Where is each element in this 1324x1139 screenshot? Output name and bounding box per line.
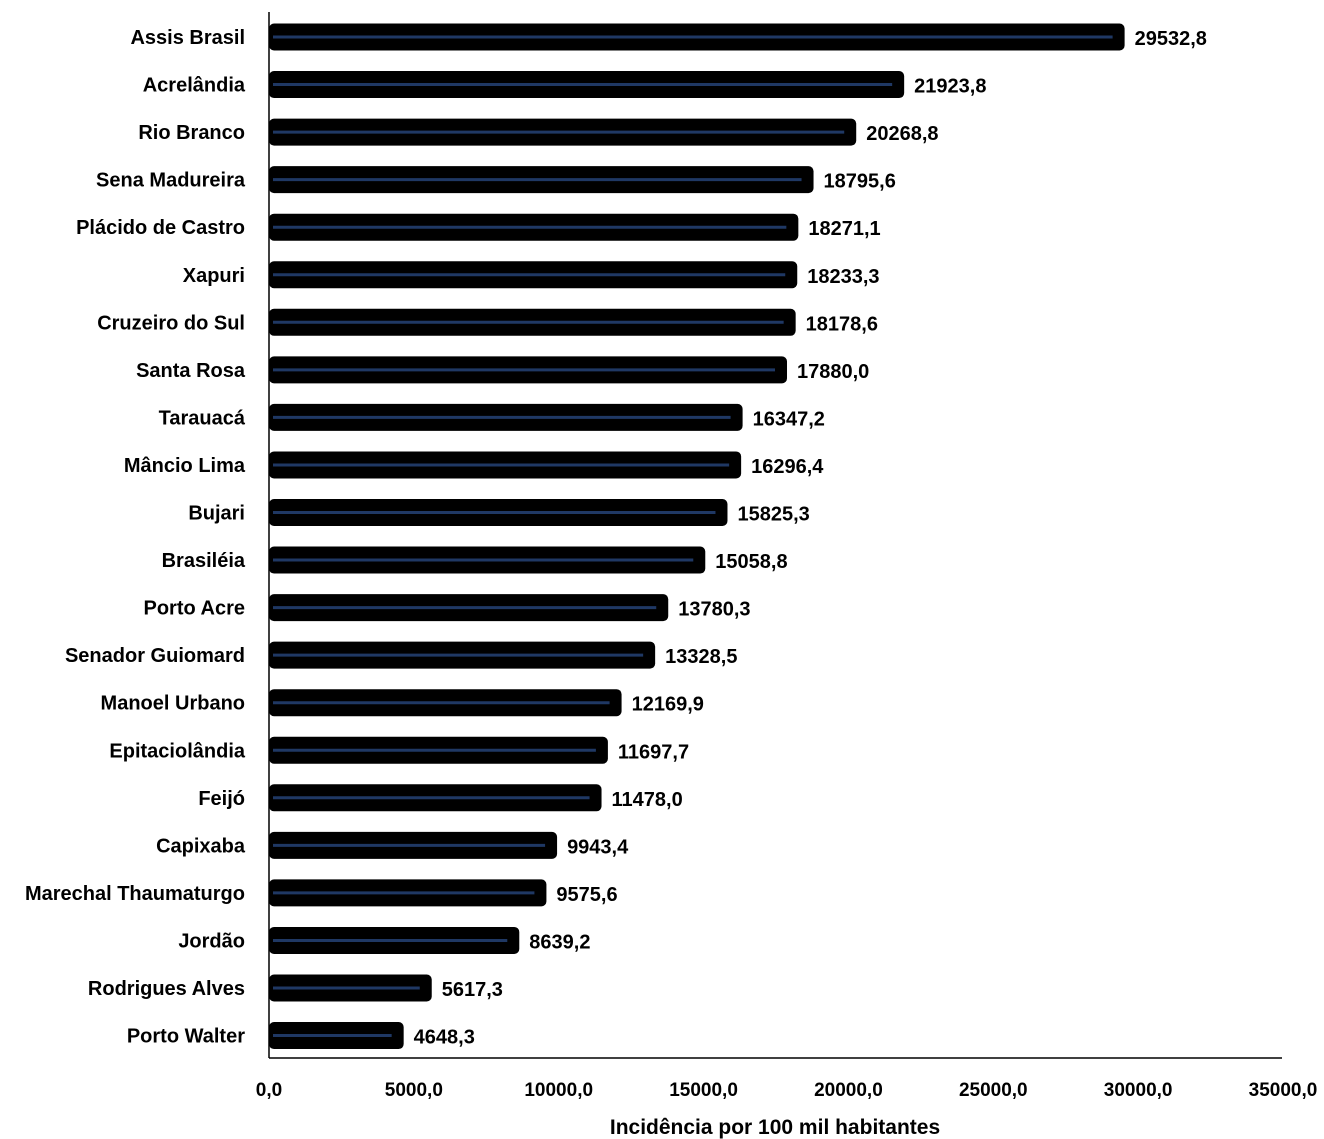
x-tick-label: 25000,0: [959, 1080, 1028, 1101]
data-label: 20268,8: [866, 123, 938, 145]
category-label: Rio Branco: [138, 122, 245, 144]
data-label: 29532,8: [1135, 28, 1207, 50]
data-label: 15058,8: [715, 551, 787, 573]
data-label: 13328,5: [665, 646, 737, 668]
data-label: 8639,2: [529, 931, 590, 953]
data-label: 9943,4: [567, 836, 629, 858]
data-label: 9575,6: [556, 884, 617, 906]
axes: [268, 12, 1282, 1059]
category-label: Xapuri: [183, 265, 245, 287]
bars-layer: [269, 23, 1125, 1050]
data-label: 21923,8: [914, 76, 986, 98]
category-labels: Assis Brasil Acrelândia Rio Branco Sena Mad…: [25, 27, 246, 1048]
data-label: 12169,9: [632, 694, 704, 716]
category-label: Assis Brasil: [130, 27, 245, 49]
x-tick-label: 0,0: [256, 1080, 282, 1101]
data-label: 18233,3: [807, 266, 879, 288]
category-label: Porto Walter: [127, 1026, 245, 1048]
category-label: Jordão: [178, 930, 245, 952]
category-label: Tarauacá: [159, 407, 246, 429]
category-label: Marechal Thaumaturgo: [25, 883, 245, 905]
data-label: 18271,1: [808, 218, 880, 240]
category-label: Bujari: [188, 503, 245, 525]
category-label: Senador Guiomard: [65, 645, 245, 667]
x-tick-label: 30000,0: [1104, 1080, 1173, 1101]
x-tick-label: 35000,0: [1249, 1080, 1318, 1101]
category-label: Epitaciolândia: [109, 740, 245, 762]
category-label: Sena Madureira: [96, 170, 246, 192]
data-label: 11478,0: [612, 789, 683, 811]
x-tick-labels: 0,0 5000,0 10000,0 15000,0 20000,0 25000,0 300…: [256, 1080, 1318, 1101]
x-axis-title: Incidência por 100 mil habitantes: [610, 1116, 940, 1139]
category-label: Brasiléia: [162, 550, 246, 572]
category-label: Santa Rosa: [136, 360, 246, 382]
data-label: 5617,3: [442, 979, 503, 1001]
data-label: 4648,3: [414, 1027, 475, 1049]
category-label: Porto Acre: [143, 598, 245, 620]
data-label: 13780,3: [678, 599, 750, 621]
category-label: Acrelândia: [143, 75, 246, 97]
category-label: Rodrigues Alves: [88, 978, 245, 1000]
x-tick-label: 15000,0: [669, 1080, 738, 1101]
data-label: 16296,4: [751, 456, 824, 478]
data-label: 15825,3: [737, 504, 809, 526]
category-label: Manoel Urbano: [101, 693, 245, 715]
x-tick-label: 10000,0: [524, 1080, 593, 1101]
x-tick-label: 20000,0: [814, 1080, 883, 1101]
value-labels: 29532,8 21923,8 20268,8 18795,6 18271,1 18233…: [414, 28, 1207, 1049]
category-label: Capixaba: [156, 835, 246, 857]
data-label: 17880,0: [797, 361, 869, 383]
category-label: Mâncio Lima: [124, 455, 246, 477]
category-label: Feijó: [198, 788, 245, 810]
data-label: 18795,6: [824, 171, 896, 193]
data-label: 16347,2: [753, 408, 825, 430]
category-label: Plácido de Castro: [76, 217, 245, 239]
x-tick-label: 5000,0: [385, 1080, 443, 1101]
category-label: Cruzeiro do Sul: [97, 312, 245, 334]
data-label: 11697,7: [618, 741, 689, 763]
data-label: 18178,6: [806, 313, 878, 335]
